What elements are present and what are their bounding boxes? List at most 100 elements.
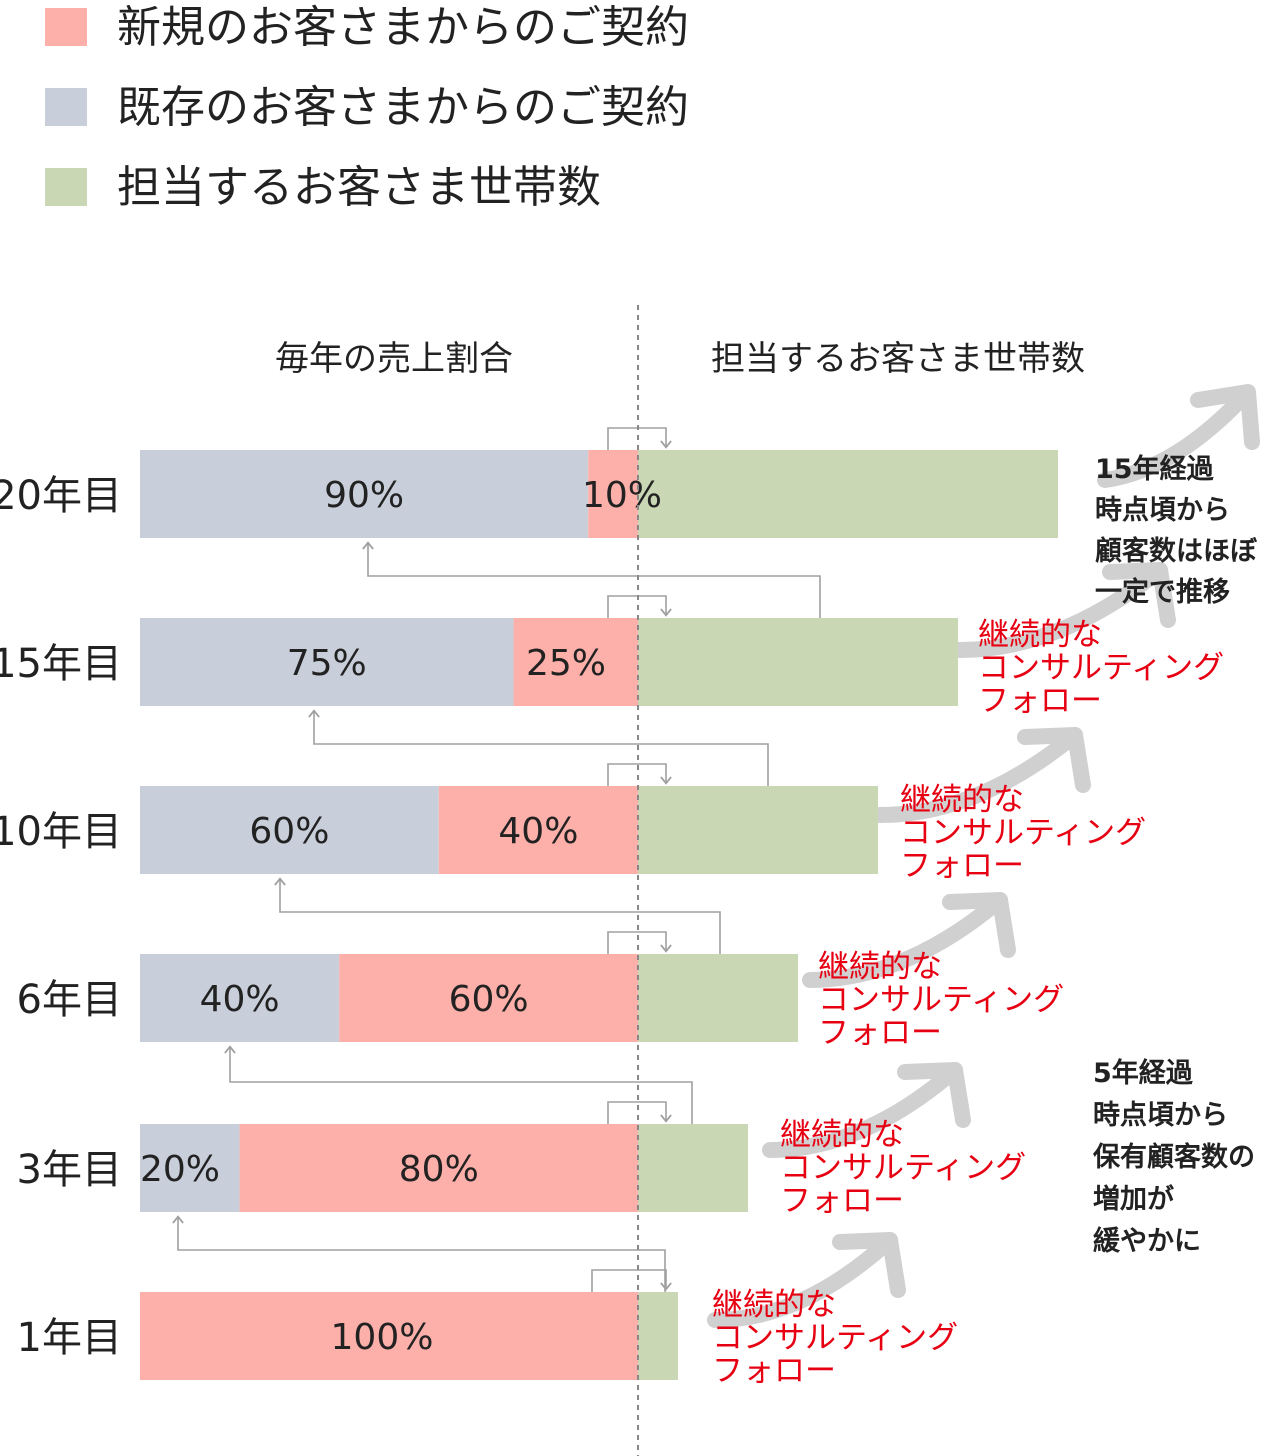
follow-label-line: フォロー: [818, 1015, 942, 1051]
bar-label-new: 60%: [449, 979, 529, 1020]
bar-new: [239, 1124, 638, 1212]
bar-label-new: 100%: [331, 1317, 434, 1358]
bar-existing: [140, 954, 340, 1042]
bar-label-new: 25%: [526, 643, 606, 684]
bar-label-existing: 40%: [200, 979, 280, 1020]
loop-arrow: [591, 1269, 672, 1292]
follow-label-line: コンサルティング: [900, 815, 1146, 851]
follow-label-line: コンサルティング: [780, 1150, 1026, 1186]
header-sales-ratio: 毎年の売上割合: [275, 339, 513, 379]
follow-label-line: 継続的な: [900, 782, 1024, 818]
row-connector: [172, 1215, 666, 1292]
category-label: 1年目: [17, 1315, 122, 1361]
row-connector: [274, 877, 721, 954]
follow-label-line: フォロー: [900, 848, 1024, 884]
bar-new: [140, 1292, 638, 1380]
loop-arrow: [607, 763, 672, 786]
note-top: 15年経過 時点頃から 顧客数はほぼ 一定で推移: [1095, 453, 1266, 608]
legend-label-new: 新規のお客さまからのご契約: [117, 2, 689, 53]
follow-label: 継続的なコンサルティングフォロー: [780, 1117, 1026, 1219]
bar-existing: [140, 786, 439, 874]
follow-label: 継続的なコンサルティングフォロー: [712, 1287, 958, 1389]
note-top-line-2: 時点頃から: [1095, 495, 1230, 526]
follow-label-line: コンサルティング: [712, 1320, 958, 1356]
bar-households: [638, 450, 1058, 538]
bar-new: [339, 954, 638, 1042]
legend-item-existing: 既存のお客さまからのご契約: [45, 82, 689, 133]
growth-arrow: [872, 727, 1083, 823]
bar-new: [588, 450, 638, 538]
legend-swatch-new: [45, 8, 87, 46]
growth-arrow-head: [1190, 384, 1260, 450]
follow-label-line: 継続的な: [712, 1287, 836, 1323]
note-middle-line-5: 緩やかに: [1093, 1226, 1201, 1257]
row-connector: [362, 541, 821, 618]
bar-existing: [140, 1124, 240, 1212]
row-connector: [224, 1045, 693, 1124]
category-label: 10年目: [0, 809, 122, 855]
row-connector: [308, 709, 769, 786]
bars: [140, 450, 1058, 1380]
legend-item-new: 新規のお客さまからのご契約: [45, 2, 689, 53]
bar-label-existing: 20%: [140, 1149, 220, 1190]
legend-swatch-households: [45, 168, 87, 206]
follow-label-line: 継続的な: [978, 617, 1102, 653]
follow-label: 継続的なコンサルティングフォロー: [818, 949, 1064, 1051]
follow-label-line: コンサルティング: [978, 650, 1224, 686]
growth-arrow: [1097, 387, 1253, 488]
note-top-line-3: 顧客数はほぼ: [1095, 535, 1258, 567]
growth-arrows: [707, 384, 1260, 1328]
growth-arrow-head: [897, 1062, 971, 1128]
note-middle-line-3: 保有顧客数の: [1092, 1141, 1255, 1173]
follow-label-line: 継続的な: [818, 949, 942, 985]
legend-item-households: 担当するお客さま世帯数: [45, 162, 601, 213]
loop-arrow: [607, 1101, 672, 1124]
bar-labels: 20年目 90% 10% 15年目 75% 25% 10年目 60% 40% 6年目 40% 60% 3…: [0, 473, 1224, 1389]
bar-households: [638, 618, 958, 706]
bar-label-new: 40%: [498, 811, 578, 852]
bar-label-existing: 75%: [287, 643, 367, 684]
growth-arrow: [952, 562, 1168, 658]
growth-arrow: [707, 1232, 898, 1328]
follow-label-line: フォロー: [780, 1183, 904, 1219]
growth-arrow-head: [1017, 727, 1091, 793]
note-middle: 5年経過 時点頃から 保有顧客数の 増加が 緩やかに: [1092, 1057, 1264, 1257]
growth-arrow: [802, 892, 1008, 988]
loop-arrow: [607, 931, 672, 954]
growth-arrow-head: [942, 892, 1016, 958]
bar-label-new: 80%: [399, 1149, 479, 1190]
bar-households: [638, 954, 798, 1042]
category-label: 15年目: [0, 641, 122, 687]
bar-new: [513, 618, 638, 706]
bar-label-existing: 60%: [249, 811, 329, 852]
note-middle-line-2: 時点頃から: [1093, 1100, 1228, 1131]
follow-label: 継続的なコンサルティングフォロー: [900, 782, 1146, 884]
category-label: 6年目: [17, 977, 122, 1023]
legend-label-households: 担当するお客さま世帯数: [117, 162, 601, 213]
note-middle-line-4: 増加が: [1093, 1183, 1174, 1215]
growth-arrow: [762, 1062, 963, 1158]
legend-swatch-existing: [45, 88, 87, 126]
note-top-line-4: 一定で推移: [1095, 576, 1230, 608]
header-households: 担当するお客さま世帯数: [711, 339, 1085, 379]
follow-label: 継続的なコンサルティングフォロー: [978, 617, 1224, 719]
note-top-line-1: 15年経過: [1095, 453, 1215, 485]
bar-households: [638, 786, 878, 874]
growth-arrow-head: [832, 1232, 906, 1298]
legend-label-existing: 既存のお客さまからのご契約: [117, 82, 689, 133]
growth-arrow-head: [1102, 562, 1176, 628]
category-label: 3年目: [17, 1147, 122, 1193]
bar-households: [638, 1124, 748, 1212]
bar-existing: [140, 450, 589, 538]
bar-label-existing: 90%: [324, 475, 404, 516]
bar-existing: [140, 618, 514, 706]
follow-label-line: 継続的な: [780, 1117, 904, 1153]
follow-label-line: コンサルティング: [818, 982, 1064, 1018]
follow-label-line: フォロー: [978, 683, 1102, 719]
note-middle-line-1: 5年経過: [1093, 1057, 1194, 1089]
legend: 新規のお客さまからのご契約 既存のお客さまからのご契約 担当するお客さま世帯数: [45, 2, 689, 213]
bar-label-new: 10%: [582, 475, 662, 516]
bar-new: [438, 786, 638, 874]
category-label: 20年目: [0, 473, 122, 519]
